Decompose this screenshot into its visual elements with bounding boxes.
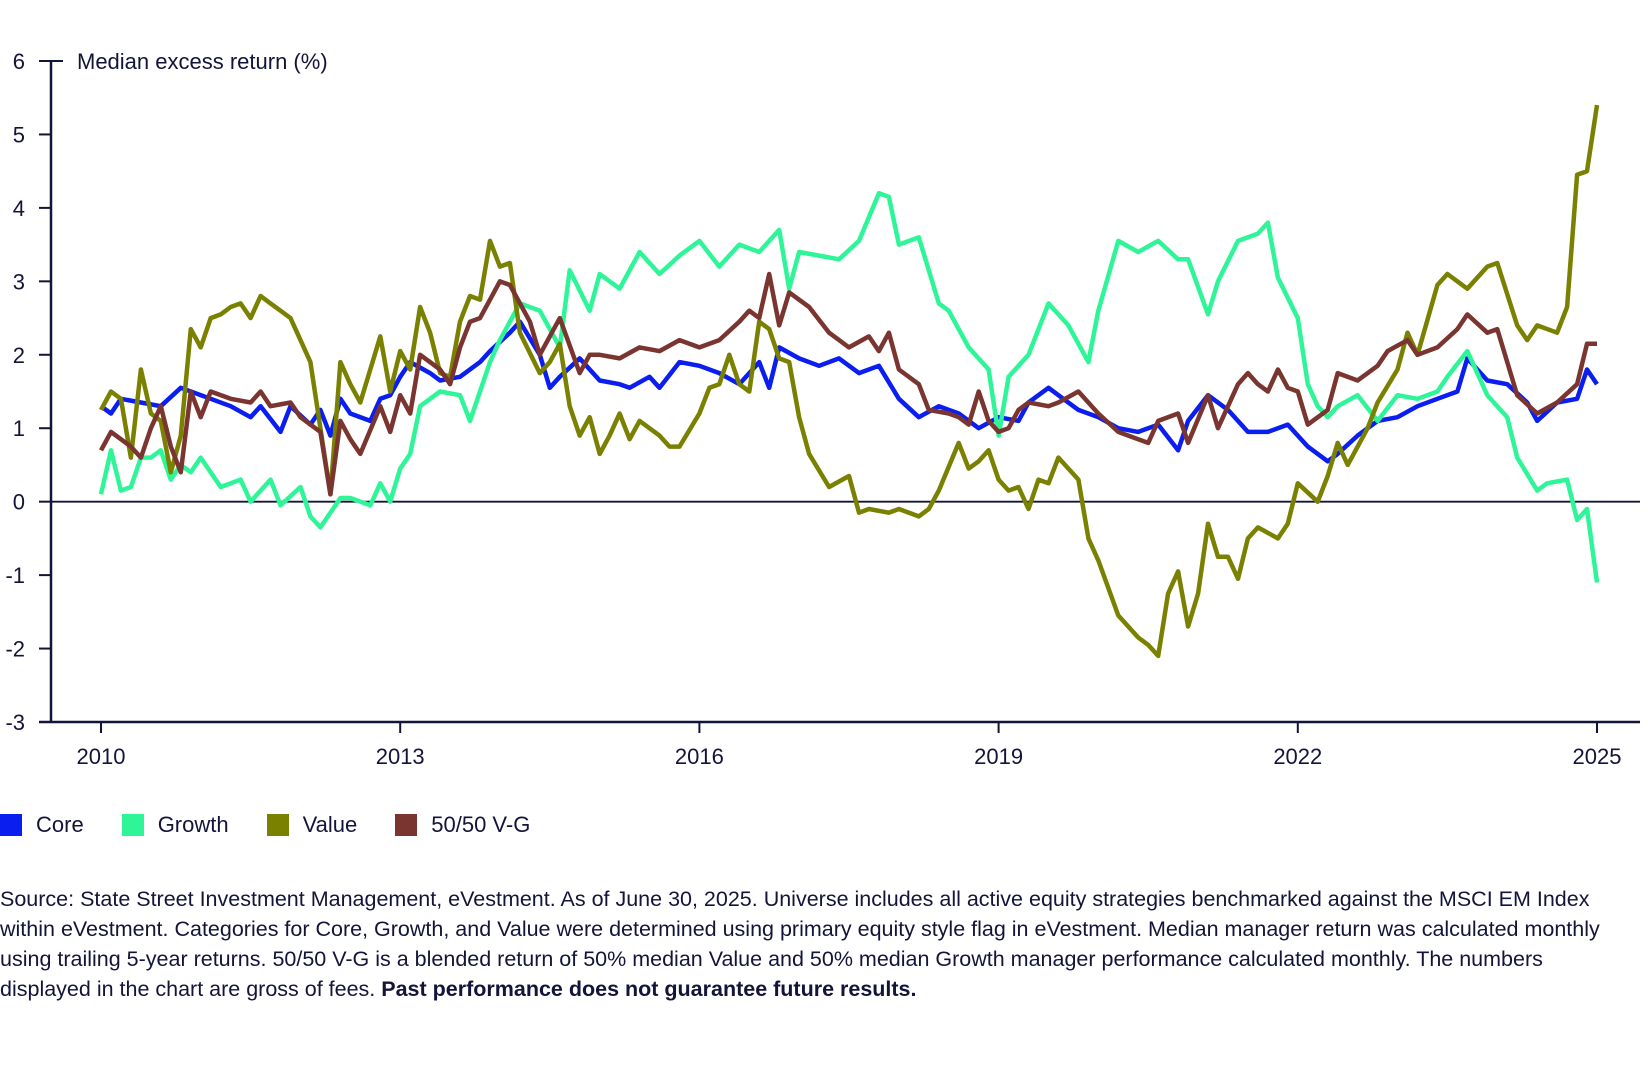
y-ticks: -3 -2 -1 0 1 2 3 4 5 6 — [5, 49, 63, 735]
series-line-50-50-v-g — [99, 271, 1597, 497]
x-ticks: 2010 2013 2016 2019 2022 2025 — [77, 722, 1622, 769]
disclaimer-text: Past performance does not guarantee futu… — [381, 977, 917, 1001]
series-line-growth — [98, 190, 1600, 583]
source-text: Source: State Street Investment Manageme… — [0, 887, 1600, 1001]
y-tick-label: -2 — [5, 637, 25, 662]
x-tick-label: 2010 — [77, 744, 126, 769]
y-tick-label: 3 — [13, 269, 25, 294]
x-tick-label: 2022 — [1273, 744, 1322, 769]
x-tick-label: 2025 — [1573, 744, 1622, 769]
series-group — [98, 104, 1600, 659]
line-chart: -3 -2 -1 0 1 2 3 4 5 6 2010 2013 2016 2019 2022 2025 M… — [5, 49, 1640, 769]
y-tick-label: 2 — [13, 343, 25, 368]
legend-swatch-core — [0, 814, 22, 836]
legend-item-value: Value — [266, 812, 358, 838]
legend-swatch-50-50 — [395, 814, 418, 836]
source-note: Source: State Street Investment Manageme… — [0, 884, 1620, 1004]
y-tick-label: 1 — [13, 416, 25, 441]
legend-swatch-value — [266, 814, 289, 836]
y-tick-label: 6 — [13, 49, 25, 74]
x-tick-label: 2013 — [376, 744, 425, 769]
y-axis-title: Median excess return (%) — [77, 49, 328, 74]
legend-item-core: Core — [0, 812, 84, 838]
legend-item-growth: Growth — [121, 812, 229, 838]
series-line-core — [99, 319, 1599, 464]
y-tick-label: -1 — [5, 563, 25, 588]
legend-swatch-growth — [121, 814, 144, 836]
legend-label-50-50: 50/50 V-G — [431, 812, 531, 837]
y-tick-label: -3 — [5, 710, 25, 735]
axes: -3 -2 -1 0 1 2 3 4 5 6 2010 2013 2016 2019 2022 2025 M… — [5, 49, 1640, 769]
y-tick-label: 4 — [13, 196, 25, 221]
series-line-value — [99, 104, 1600, 659]
legend-label-core: Core — [36, 812, 84, 837]
x-tick-label: 2016 — [675, 744, 724, 769]
legend-label-growth: Growth — [157, 812, 229, 837]
legend-label-value: Value — [302, 812, 358, 837]
y-tick-label: 5 — [13, 122, 25, 147]
y-tick-label: 0 — [13, 490, 25, 515]
legend: Core Growth Value 50/50 V-G — [0, 812, 568, 838]
legend-item-50-50: 50/50 V-G — [395, 812, 530, 838]
x-tick-label: 2019 — [974, 744, 1023, 769]
